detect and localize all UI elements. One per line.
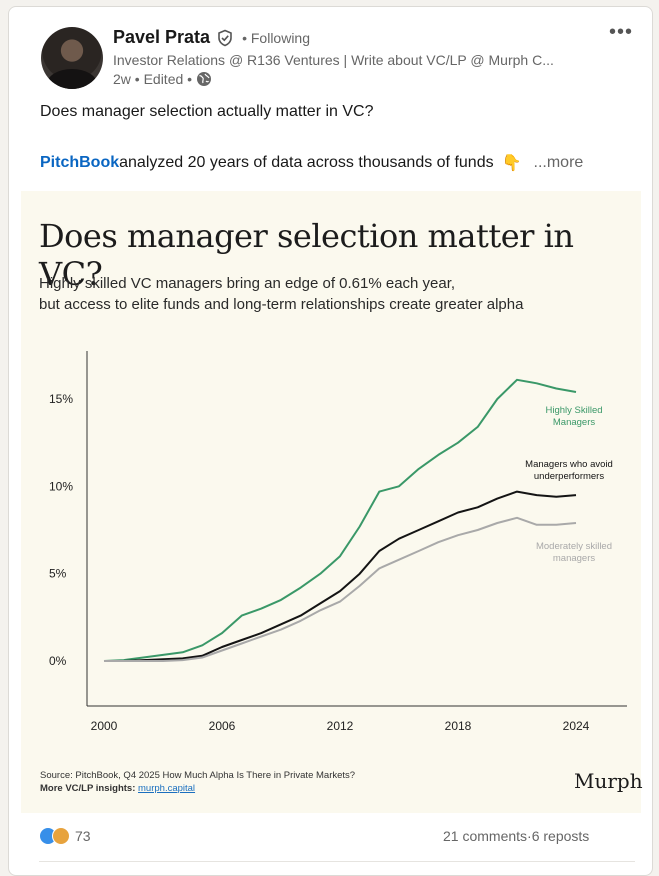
series-label-avoid: Managers who avoid [525,459,613,470]
figure-insights: More VC/LP insights: murph.capital [40,783,195,794]
line-chart: 0% 5% 10% 15% 2000 2006 2012 2018 2024 Highly Ski… [49,351,627,733]
author-row: Pavel Prata • Following [113,27,310,48]
reactions-count: 73 [75,828,91,844]
y-tick-label: 15% [49,392,73,406]
series-label-high: Highly Skilled [545,405,602,416]
mention-link[interactable]: PitchBook [40,154,120,171]
x-tick-label: 2018 [445,719,472,733]
avatar-shoulders [47,69,97,89]
series-label-avoid: underperformers [534,471,604,482]
series-label-moderate: Moderately skilled [536,541,612,552]
more-options-icon[interactable]: ••• [609,21,634,43]
y-tick-label: 10% [49,479,73,493]
reactions-summary[interactable]: 73 [39,827,91,845]
author-name[interactable]: Pavel Prata [113,27,211,47]
post-image[interactable]: Does manager selection matter in VC? Hig… [21,191,643,813]
follow-status[interactable]: • Following [242,29,311,46]
post-text-line2: PitchBook analyzed 20 years of data acro… [40,153,583,173]
series-line-moderate [104,516,577,662]
reposts-count[interactable]: 6 reposts [531,828,590,844]
post-meta: 2w • Edited • [113,71,212,87]
series-line-avoid [104,490,577,662]
pointing-down-icon: 👇 [501,155,522,172]
x-tick-label: 2000 [91,719,118,733]
author-headline: Investor Relations @ R136 Ventures | Wri… [113,52,554,68]
figure-title: Does manager selection matter in VC? [39,217,574,293]
insights-label: More VC/LP insights: [40,783,139,794]
y-tick-label: 5% [49,567,67,581]
x-tick-label: 2012 [327,719,354,733]
figure-source: Source: PitchBook, Q4 2025 How Much Alph… [40,770,356,781]
celebrate-icon [52,827,70,845]
verified-icon [218,29,232,46]
post-text-line1: Does manager selection actually matter i… [40,103,374,120]
series-label-moderate: managers [553,553,595,564]
globe-icon [197,72,212,86]
brand-logo: Murph [574,769,643,793]
insights-link[interactable]: murph.capital [138,783,196,794]
engagement-counts: 21 comments · 6 reposts [443,828,589,844]
figure-subtitle-line1: Highly skilled VC managers bring an edge… [39,275,456,292]
series-label-high: Managers [553,417,595,428]
figure-subtitle-line2: but access to elite funds and long-term … [39,296,524,313]
post-time: 2w • Edited • [113,71,193,87]
x-tick-label: 2006 [209,719,236,733]
x-tick-label: 2024 [563,719,590,733]
author-avatar[interactable] [41,27,103,89]
comments-count[interactable]: 21 comments [443,828,528,844]
post-text-continued: analyzed 20 years of data across thousan… [119,154,494,171]
post-card: Pavel Prata • Following Investor Relatio… [8,6,653,876]
see-more-link[interactable]: ...more [533,154,584,171]
counts-separator: · [527,828,532,844]
series-line-high [103,378,577,662]
footer-divider [39,861,635,862]
y-tick-label: 0% [49,654,67,668]
